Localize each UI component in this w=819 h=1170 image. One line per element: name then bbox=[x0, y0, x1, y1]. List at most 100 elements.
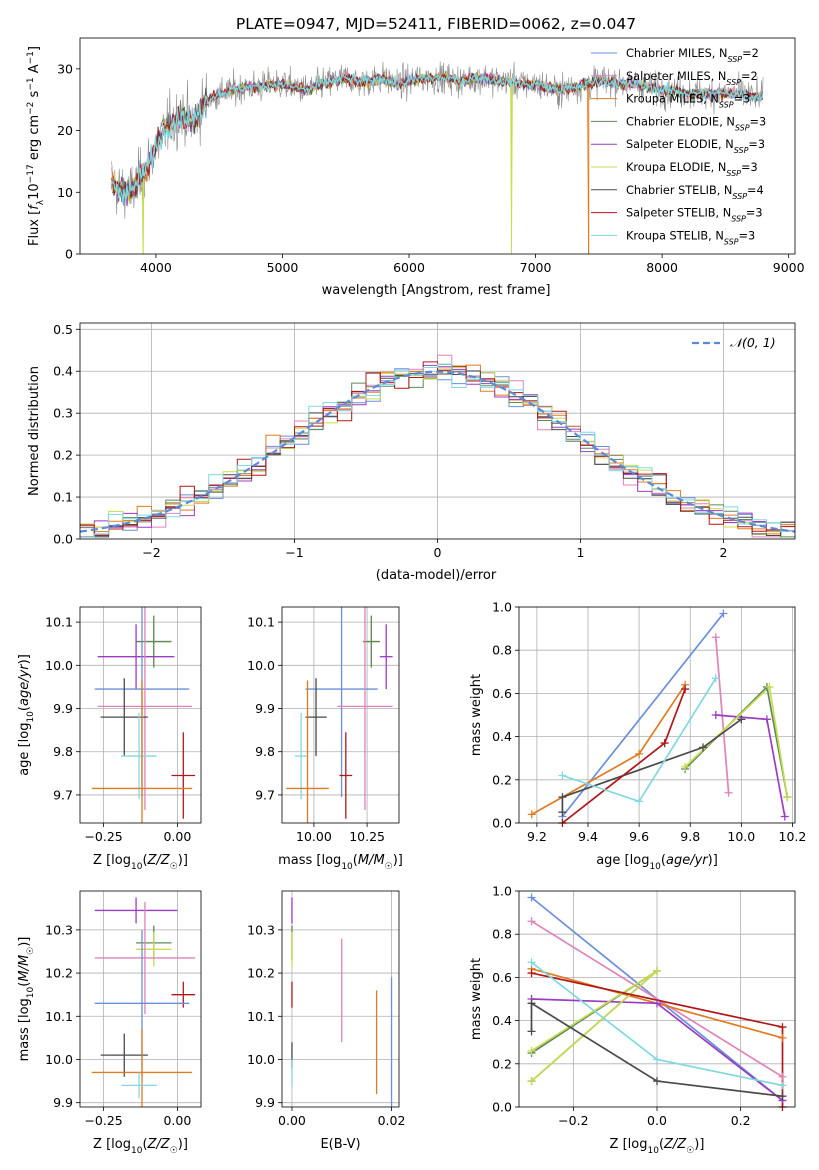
figure-title: PLATE=0947, MJD=52411, FIBERID=0062, z=0… bbox=[236, 15, 636, 33]
label-part: erg cm bbox=[27, 115, 42, 164]
plot-area bbox=[282, 607, 399, 823]
y-tick-label: 9.9 bbox=[255, 701, 275, 716]
legend-tail: =2 bbox=[742, 47, 759, 60]
label-part: )] bbox=[694, 1137, 704, 1152]
plot-area bbox=[80, 323, 795, 539]
label-part: ☉ bbox=[385, 862, 393, 872]
label-part: ] bbox=[27, 46, 42, 51]
y-axis-label: age [log10(age/yr)] bbox=[17, 654, 36, 776]
x-axis-label: mass [log10(M/M☉)] bbox=[278, 853, 403, 872]
label-part: ( bbox=[142, 1137, 147, 1152]
weight-series-marker bbox=[778, 1033, 787, 1042]
label-part: −1 bbox=[26, 77, 36, 90]
legend-tail: =3 bbox=[741, 161, 758, 174]
legend-sub: SSP bbox=[734, 146, 749, 155]
x-tick-label: 0.00 bbox=[163, 829, 191, 844]
label-part: age/yr bbox=[17, 663, 32, 706]
weight-series-marker bbox=[527, 969, 536, 978]
label-part: λ bbox=[36, 199, 46, 205]
label-part: ☉ bbox=[26, 947, 36, 955]
label-part: Normed distribution bbox=[27, 366, 42, 496]
x-tick-label: 7000 bbox=[520, 260, 552, 275]
legend-label: Kroupa ELODIE, NSSP=3 bbox=[626, 161, 758, 178]
y-tick-label: 0.6 bbox=[492, 970, 512, 985]
y-tick-label: 0.6 bbox=[492, 686, 512, 701]
x-tick-label: −0.25 bbox=[84, 1113, 122, 1128]
residual-histogram bbox=[80, 363, 795, 538]
y-tick-label: 10 bbox=[57, 185, 73, 200]
weight-series-marker bbox=[653, 999, 661, 1008]
weight-series-marker bbox=[778, 1092, 787, 1101]
label-part: ( bbox=[353, 853, 358, 868]
weight-series-marker bbox=[527, 893, 536, 902]
y-axis-label: mass [log10(M/M☉)] bbox=[17, 937, 36, 1062]
y-tick-label: 10.0 bbox=[247, 658, 275, 673]
y-tick-label: 0.4 bbox=[492, 729, 512, 744]
legend-tail: =3 bbox=[746, 207, 763, 220]
x-tick-label: −2 bbox=[142, 545, 160, 560]
y-tick-label: 0.2 bbox=[492, 772, 512, 787]
x-tick-label: 9.4 bbox=[578, 829, 598, 844]
y-axis-label: mass weight bbox=[469, 674, 484, 756]
x-tick-label: 0.00 bbox=[278, 1113, 306, 1128]
legend-text: Salpeter MILES, N bbox=[626, 70, 726, 83]
y-tick-label: 10.3 bbox=[247, 922, 275, 937]
legend-sub: SSP bbox=[727, 55, 742, 64]
label-part: )] bbox=[178, 1137, 188, 1152]
x-tick-label: −0.25 bbox=[84, 829, 122, 844]
normal-reference-curve bbox=[80, 370, 795, 533]
label-part: f bbox=[27, 203, 42, 210]
label-part: 10 bbox=[131, 1146, 143, 1156]
weight-series-marker bbox=[711, 711, 720, 719]
legend-sub: SSP bbox=[732, 191, 747, 200]
label-part: )] bbox=[178, 853, 188, 868]
y-tick-label: 1.0 bbox=[492, 884, 512, 899]
label-part: 10 bbox=[647, 1146, 659, 1156]
panel-frame bbox=[518, 890, 796, 1108]
label-part: Z [log bbox=[93, 1137, 131, 1152]
y-tick-label: 0.4 bbox=[492, 1013, 512, 1028]
panel-8: −0.2 0.0 0.2 0.0 0.2 0.4 0.6 0.8 1.0 Z [log10(Z/Z… bbox=[469, 884, 796, 1156]
weight-series-marker bbox=[527, 999, 536, 1008]
label-part: )] bbox=[17, 654, 32, 664]
y-tick-label: 0.1 bbox=[53, 490, 73, 505]
label-part: Z/Z bbox=[147, 1137, 171, 1152]
weight-series-marker bbox=[724, 788, 733, 797]
y-tick-label: 9.8 bbox=[255, 744, 275, 759]
y-tick-label: 10.3 bbox=[45, 922, 73, 937]
panel-5: 9.2 9.4 9.6 9.8 10.0 10.2 0.0 0.2 0.4 0.6 0.8 1.0 ag… bbox=[469, 600, 806, 873]
weight-series-marker bbox=[765, 682, 774, 691]
plot-area bbox=[519, 891, 795, 1107]
label-part: E(B-V) bbox=[320, 1137, 360, 1152]
y-tick-label: 0 bbox=[65, 247, 73, 262]
plot-area bbox=[80, 607, 201, 823]
weight-series-marker bbox=[527, 1046, 536, 1055]
label-part: mass weight bbox=[469, 958, 484, 1040]
y-tick-label: 9.7 bbox=[255, 787, 275, 802]
weight-series-marker bbox=[711, 674, 720, 683]
y-tick-label: 10.1 bbox=[247, 615, 275, 630]
y-axis-label: mass weight bbox=[469, 958, 484, 1040]
weight-series-marker bbox=[653, 1055, 661, 1064]
label-part: s bbox=[27, 90, 42, 101]
legend-text: Kroupa STELIB, N bbox=[626, 229, 724, 242]
x-tick-label: 0.02 bbox=[378, 1113, 406, 1128]
weight-series-marker bbox=[558, 793, 567, 802]
x-tick-label: 9000 bbox=[773, 260, 805, 275]
y-tick-label: 0.0 bbox=[53, 532, 73, 547]
weight-series-marker bbox=[558, 808, 567, 817]
legend-tail: =3 bbox=[748, 138, 765, 151]
weight-series-marker bbox=[778, 1072, 787, 1081]
legend-tail: =3 bbox=[738, 229, 755, 242]
x-axis-label: age [log10(age/yr)] bbox=[596, 853, 718, 872]
panel-7: 0.00 0.02 9.9 10.0 10.1 10.2 10.3 E(B-V) bbox=[247, 890, 406, 1152]
x-axis-label: E(B-V) bbox=[320, 1137, 360, 1152]
panel-frame bbox=[79, 322, 796, 540]
x-tick-label: 2 bbox=[720, 545, 728, 560]
label-part: A bbox=[27, 64, 42, 77]
legend-label: Kroupa MILES, NSSP=3 bbox=[626, 93, 750, 110]
panel-frame bbox=[281, 606, 400, 824]
panel-6: −0.25 0.009.910.010.110.210.3Z [log10(Z/Z… bbox=[17, 890, 202, 1156]
x-tick-label: −1 bbox=[285, 545, 303, 560]
